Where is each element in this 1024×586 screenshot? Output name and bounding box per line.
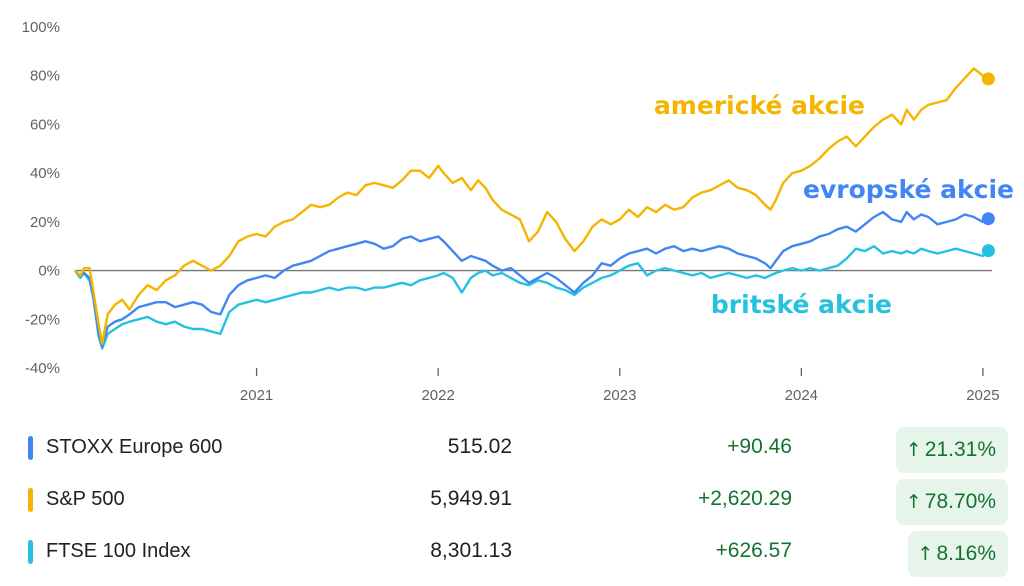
chart-series — [74, 67, 995, 350]
legend-name: STOXX Europe 600 — [46, 436, 223, 458]
legend-pct-value: 21.31% — [924, 438, 996, 461]
legend-change: +626.57 — [715, 539, 793, 562]
legend-row-ftse[interactable]: FTSE 100 Index 8,301.13 +626.57 ↑ 8.16% — [0, 531, 1024, 577]
y-tick-label: 100% — [22, 19, 60, 36]
x-tick-label: 2021 — [240, 387, 273, 404]
legend-price: 8,301.13 — [430, 539, 512, 562]
x-tick-label: 2023 — [603, 387, 636, 404]
x-tick-label: 2025 — [966, 387, 999, 404]
legend-price: 515.02 — [447, 435, 512, 458]
annotation-stoxx: evropské akcie — [803, 175, 1014, 204]
series-line-ftse — [74, 245, 990, 350]
legend-price: 5,949.91 — [430, 487, 512, 510]
y-tick-label: 40% — [30, 165, 60, 182]
y-tick-label: 0% — [38, 263, 60, 280]
legend-swatch-stoxx — [28, 436, 33, 460]
legend-row-sp500[interactable]: S&P 500 5,949.91 +2,620.29 ↑ 78.70% — [0, 479, 1024, 525]
legend-pct-badge: ↑ 21.31% — [895, 427, 1008, 473]
x-tick-label: 2024 — [785, 387, 818, 404]
y-tick-label: -20% — [25, 311, 60, 328]
series-line-sp500 — [74, 67, 990, 345]
line-chart: 100%80%60%40%20%0%-20%-40% 2021 2022 2023 2… — [22, 19, 1014, 404]
series-endpoint-ftse — [981, 244, 995, 258]
legend-swatch-ftse — [28, 540, 33, 564]
y-axis: 100% 80% 60% 40% 20% 0% -20% -40% — [22, 19, 992, 377]
series-line-stoxx — [74, 210, 990, 348]
arrow-up-icon: ↑ — [917, 543, 934, 565]
x-axis: 2021 2022 2023 2024 2025 — [240, 368, 1000, 404]
legend-swatch-sp500 — [28, 488, 33, 512]
y-tick-label: 60% — [30, 116, 60, 133]
annotation-ftse: britské akcie — [711, 290, 892, 319]
legend-change: +2,620.29 — [697, 487, 792, 510]
chart-annotations: americké akcie evropské akcie britské akci… — [654, 91, 1014, 319]
legend-pct-badge: ↑ 8.16% — [907, 531, 1008, 577]
arrow-up-icon: ↑ — [905, 439, 922, 461]
legend-name: FTSE 100 Index — [46, 540, 191, 562]
y-tick-label: 20% — [30, 214, 60, 231]
legend-name: S&P 500 — [46, 488, 125, 510]
legend-pct-badge: ↑ 78.70% — [895, 479, 1008, 525]
x-tick-label: 2022 — [421, 387, 454, 404]
legend-pct-value: 78.70% — [924, 490, 996, 513]
y-tick-label: 80% — [30, 68, 60, 85]
y-tick-label: -40% — [25, 360, 60, 377]
annotation-sp500: americké akcie — [654, 91, 865, 120]
legend-row-stoxx[interactable]: STOXX Europe 600 515.02 +90.46 ↑ 21.31% — [0, 427, 1024, 473]
legend-pct-value: 8.16% — [936, 542, 996, 565]
arrow-up-icon: ↑ — [905, 491, 922, 513]
legend-change: +90.46 — [727, 435, 792, 458]
series-endpoint-sp500 — [981, 72, 995, 86]
series-endpoint-stoxx — [981, 212, 995, 226]
